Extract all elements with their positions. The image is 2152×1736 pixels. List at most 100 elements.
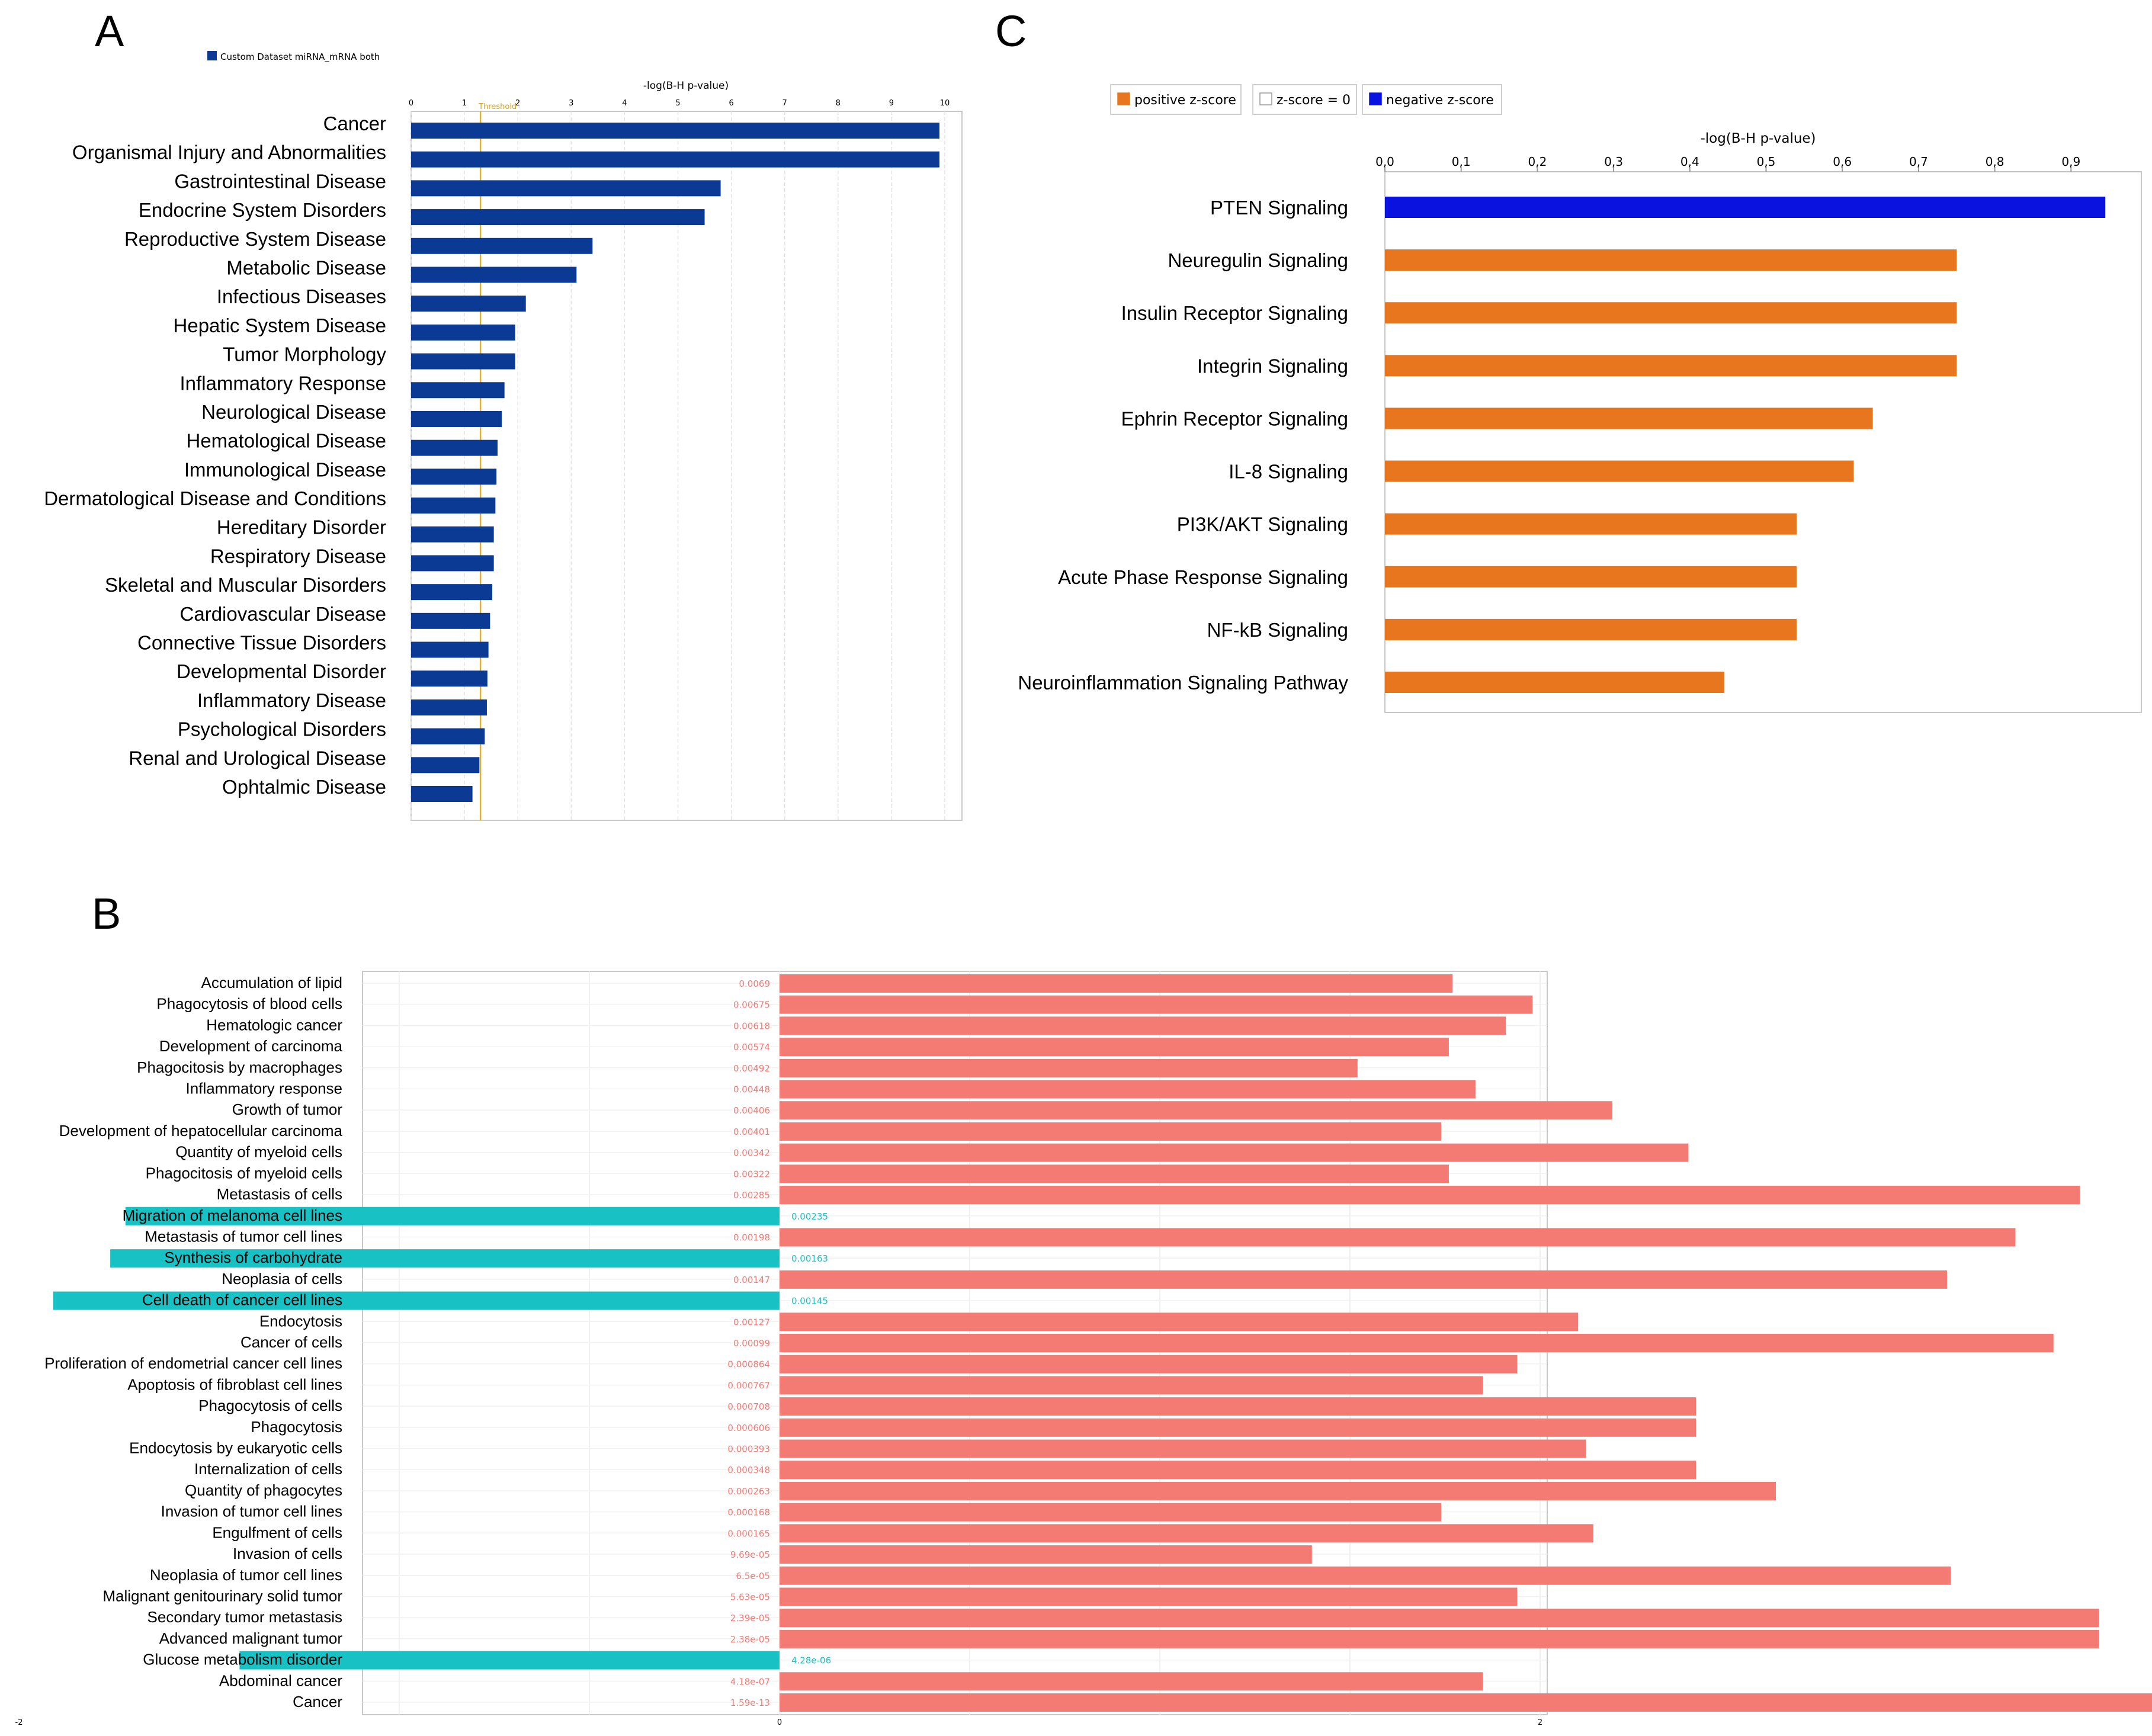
category-label: Dermatological Disease and Conditions <box>44 487 386 509</box>
bar <box>110 1249 780 1268</box>
bar <box>780 1270 1947 1289</box>
data-label: 0.000168 <box>727 1507 770 1518</box>
category-label: Connective Tissue Disorders <box>137 632 386 654</box>
x-tick-label: 4 <box>622 99 627 108</box>
bar <box>780 1397 1696 1416</box>
category-label: Integrin Signaling <box>1197 355 1348 377</box>
bar <box>411 757 480 774</box>
x-tick-label: 0,4 <box>1680 155 1699 169</box>
x-tick-label: 2 <box>1538 1718 1542 1727</box>
x-tick-label: 10 <box>940 99 950 108</box>
category-label: Hereditary Disorder <box>217 516 386 538</box>
data-label: 0.00163 <box>791 1253 828 1264</box>
bar <box>411 670 488 687</box>
category-label: Neoplasia of cells <box>222 1270 342 1288</box>
category-label: IL-8 Signaling <box>1229 461 1348 483</box>
data-label: 0.00401 <box>733 1127 770 1137</box>
category-label: Immunological Disease <box>184 458 386 480</box>
category-label: Reproductive System Disease <box>124 228 386 250</box>
legend-box <box>1362 84 1502 115</box>
bar <box>411 324 515 341</box>
bar <box>411 612 490 629</box>
category-label: Phagocytosis of blood cells <box>156 995 342 1013</box>
data-label: 0.00198 <box>733 1232 770 1243</box>
bar <box>780 1587 1518 1606</box>
panel-letter-b: B <box>92 889 121 938</box>
bar <box>1385 249 1957 271</box>
category-label: Skeletal and Muscular Disorders <box>105 574 386 596</box>
bar <box>411 786 473 802</box>
data-label: 0.000864 <box>727 1359 770 1370</box>
bar <box>780 1503 1442 1522</box>
panel-letter-c: C <box>995 7 1027 56</box>
bar <box>411 584 492 601</box>
data-label: 0.00574 <box>733 1042 770 1052</box>
category-label: Hematological Disease <box>187 430 387 452</box>
bar <box>780 995 1533 1014</box>
bar <box>780 1334 2054 1352</box>
bar <box>780 1693 2152 1712</box>
category-label: Cell death of cancer cell lines <box>142 1291 342 1309</box>
bar <box>780 974 1453 993</box>
category-label: Glucose metabolism disorder <box>143 1651 342 1668</box>
category-label: Inflammatory response <box>186 1080 342 1098</box>
panel-letter-a: A <box>95 7 124 56</box>
x-axis-title: -log(B-H p-value) <box>643 80 729 92</box>
category-label: Gastrointestinal Disease <box>174 170 386 192</box>
category-label: Ephrin Receptor Signaling <box>1121 407 1348 429</box>
category-label: Respiratory Disease <box>210 545 386 567</box>
bar <box>780 1461 1696 1480</box>
data-label: 0.00127 <box>733 1317 770 1327</box>
bar <box>1385 513 1797 535</box>
x-tick-label: 0,8 <box>1986 155 2005 169</box>
data-label: 0.00285 <box>733 1190 770 1201</box>
bar <box>780 1609 2099 1628</box>
x-tick-label: 0,2 <box>1528 155 1547 169</box>
bar <box>780 1038 1449 1057</box>
bar <box>411 699 487 715</box>
category-label: Neurological Disease <box>201 401 386 423</box>
category-label: Hematologic cancer <box>206 1016 342 1034</box>
x-tick-label: 1 <box>462 99 467 108</box>
x-tick-label: 7 <box>782 99 787 108</box>
data-label: 6.5e-05 <box>736 1571 770 1581</box>
bar <box>1385 460 1854 482</box>
legend-swatch <box>1259 92 1272 105</box>
bar <box>411 123 939 139</box>
category-label: Proliferation of endometrial cancer cell… <box>44 1355 342 1372</box>
bar <box>1385 407 1873 429</box>
bar <box>780 1418 1696 1437</box>
bar <box>1385 302 1957 324</box>
x-tick-label: -2 <box>15 1718 23 1727</box>
category-label: Neoplasia of tumor cell lines <box>150 1566 342 1584</box>
category-label: Invasion of tumor cell lines <box>161 1503 342 1520</box>
category-label: Endocytosis by eukaryotic cells <box>129 1439 342 1457</box>
bar <box>411 555 494 572</box>
data-label: 5.63e-05 <box>730 1591 770 1602</box>
category-label: Cancer <box>293 1693 342 1711</box>
bar <box>780 1143 1689 1162</box>
plot-frame <box>410 111 963 821</box>
bar <box>780 1566 1951 1585</box>
bar <box>780 1016 1506 1035</box>
bar <box>780 1481 1776 1500</box>
category-label: Cancer <box>323 113 386 134</box>
bar <box>411 238 593 254</box>
bar <box>411 180 721 197</box>
x-tick-label: 0,0 <box>1375 155 1394 169</box>
legend-swatch <box>1369 92 1382 105</box>
bar <box>780 1228 2016 1247</box>
threshold-label: Threshold <box>478 102 517 111</box>
x-tick-label: 6 <box>729 99 733 108</box>
data-label: 4.18e-07 <box>730 1676 770 1687</box>
category-label: Abdominal cancer <box>219 1671 342 1689</box>
bar <box>1385 672 1724 693</box>
data-label: 1.59e-13 <box>730 1698 770 1708</box>
category-label: Hepatic System Disease <box>174 315 386 336</box>
category-label: Endocytosis <box>259 1312 342 1330</box>
category-label: Invasion of cells <box>233 1545 342 1562</box>
bar <box>53 1291 780 1310</box>
x-tick-label: 2 <box>515 99 520 108</box>
bar <box>411 526 494 543</box>
category-label: Ophtalmic Disease <box>222 776 386 798</box>
